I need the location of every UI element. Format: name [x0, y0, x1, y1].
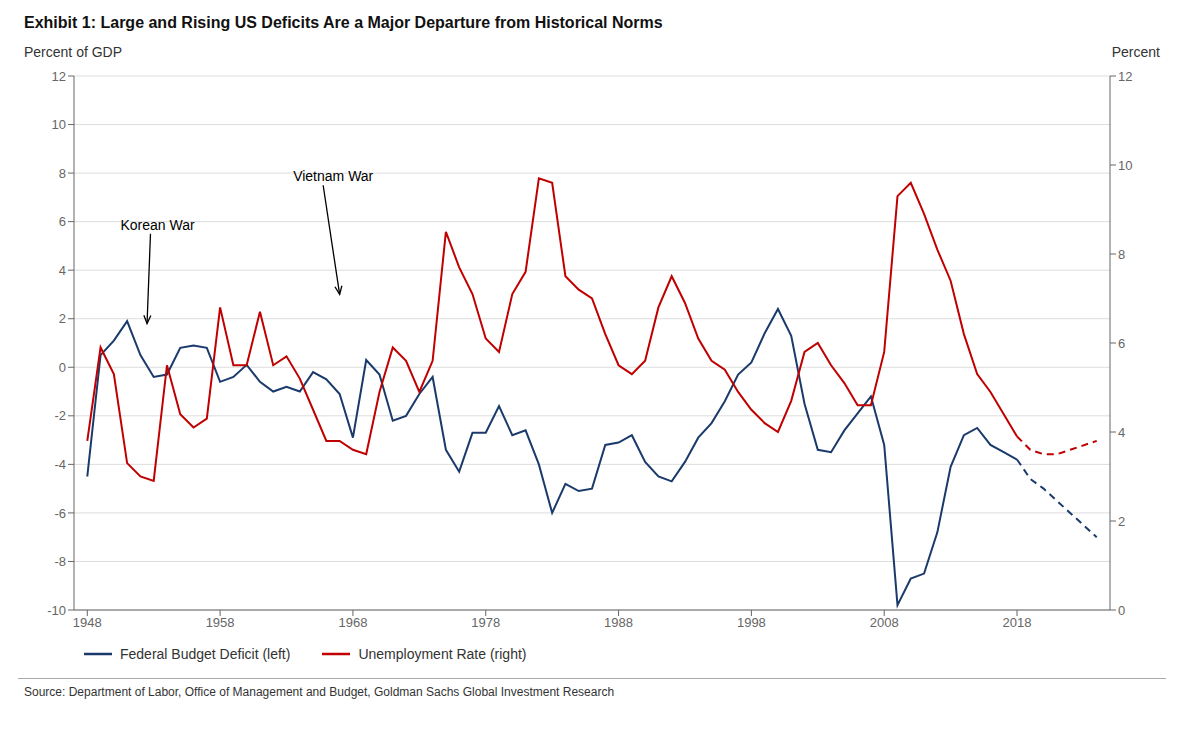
- svg-text:Vietnam War: Vietnam War: [293, 168, 373, 184]
- svg-text:1948: 1948: [73, 615, 102, 630]
- svg-text:-10: -10: [47, 603, 66, 618]
- svg-text:0: 0: [1118, 603, 1125, 618]
- svg-text:4: 4: [1118, 425, 1125, 440]
- svg-text:10: 10: [1118, 158, 1132, 173]
- html-text:Unemployment Rate (right): Unemployment Rate (right): [358, 646, 527, 662]
- svg-text:1988: 1988: [604, 615, 633, 630]
- svg-text:8: 8: [1118, 247, 1125, 262]
- svg-text:-4: -4: [54, 457, 66, 472]
- svg-text:6: 6: [59, 214, 66, 229]
- svg-text:1958: 1958: [206, 615, 235, 630]
- svg-text:2018: 2018: [1003, 615, 1032, 630]
- svg-text:12: 12: [1118, 69, 1132, 84]
- svg-text:1978: 1978: [471, 615, 500, 630]
- html-text:Source: Department of Labor, O: Source: Department of Labor, Office of M…: [24, 685, 615, 699]
- svg-text:4: 4: [59, 263, 66, 278]
- svg-text:Korean War: Korean War: [120, 217, 195, 233]
- svg-text:-6: -6: [54, 506, 66, 521]
- svg-text:8: 8: [59, 166, 66, 181]
- svg-text:12: 12: [52, 69, 66, 84]
- svg-text:1968: 1968: [338, 615, 367, 630]
- svg-text:2: 2: [59, 311, 66, 326]
- svg-text:0: 0: [59, 360, 66, 375]
- html-text:Federal Budget Deficit (left): Federal Budget Deficit (left): [120, 646, 291, 662]
- html-text:Percent of GDP: Percent of GDP: [24, 44, 122, 60]
- html-text:Exhibit 1: Large and Rising US: Exhibit 1: Large and Rising US Deficits …: [24, 14, 663, 31]
- svg-text:2008: 2008: [870, 615, 899, 630]
- svg-text:6: 6: [1118, 336, 1125, 351]
- html-text:Percent: Percent: [1111, 44, 1160, 60]
- svg-text:2: 2: [1118, 514, 1125, 529]
- svg-text:-2: -2: [54, 408, 66, 423]
- svg-text:1998: 1998: [737, 615, 766, 630]
- svg-text:10: 10: [52, 117, 66, 132]
- svg-text:-8: -8: [54, 554, 66, 569]
